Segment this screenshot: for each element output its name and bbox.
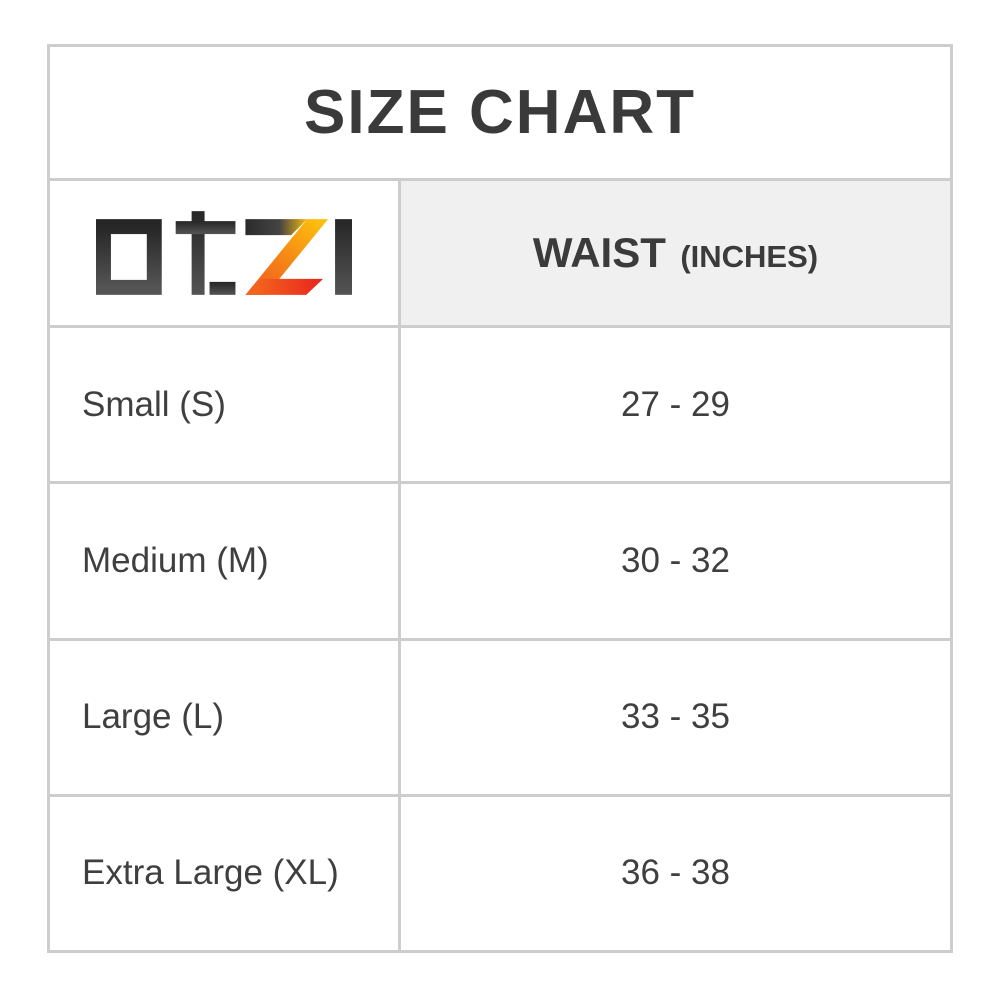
waist-unit-label: (INCHES)	[680, 239, 819, 274]
page-title: SIZE CHART	[304, 78, 696, 147]
title-row: SIZE CHART	[50, 47, 950, 181]
size-label: Large (L)	[82, 697, 225, 737]
waist-value: 27 - 29	[621, 384, 730, 424]
size-label: Extra Large (XL)	[82, 853, 339, 893]
logo-letter-o	[96, 219, 162, 295]
header-row: WAIST (INCHES)	[50, 181, 950, 328]
table-row-extra-large: Extra Large (XL) 36 - 38	[50, 796, 950, 950]
logo-letter-z	[245, 219, 329, 295]
size-label: Medium (M)	[82, 540, 269, 580]
brand-logo-otzi-icon	[96, 211, 352, 295]
waist-value: 30 - 32	[621, 540, 730, 580]
waist-value: 36 - 38	[621, 853, 730, 893]
waist-header-cell: WAIST (INCHES)	[401, 181, 950, 325]
brand-logo-cell	[50, 181, 401, 325]
waist-label: WAIST	[532, 229, 666, 276]
logo-letter-t	[175, 211, 236, 295]
waist-column-header: WAIST (INCHES)	[533, 229, 818, 277]
table-row-small: Small (S) 27 - 29	[50, 328, 950, 485]
logo-letter-i	[335, 219, 352, 295]
size-chart-table: SIZE CHART	[47, 44, 953, 953]
table-row-large: Large (L) 33 - 35	[50, 640, 950, 797]
size-label: Small (S)	[82, 384, 226, 424]
table-row-medium: Medium (M) 30 - 32	[50, 484, 950, 641]
waist-value: 33 - 35	[621, 697, 730, 737]
